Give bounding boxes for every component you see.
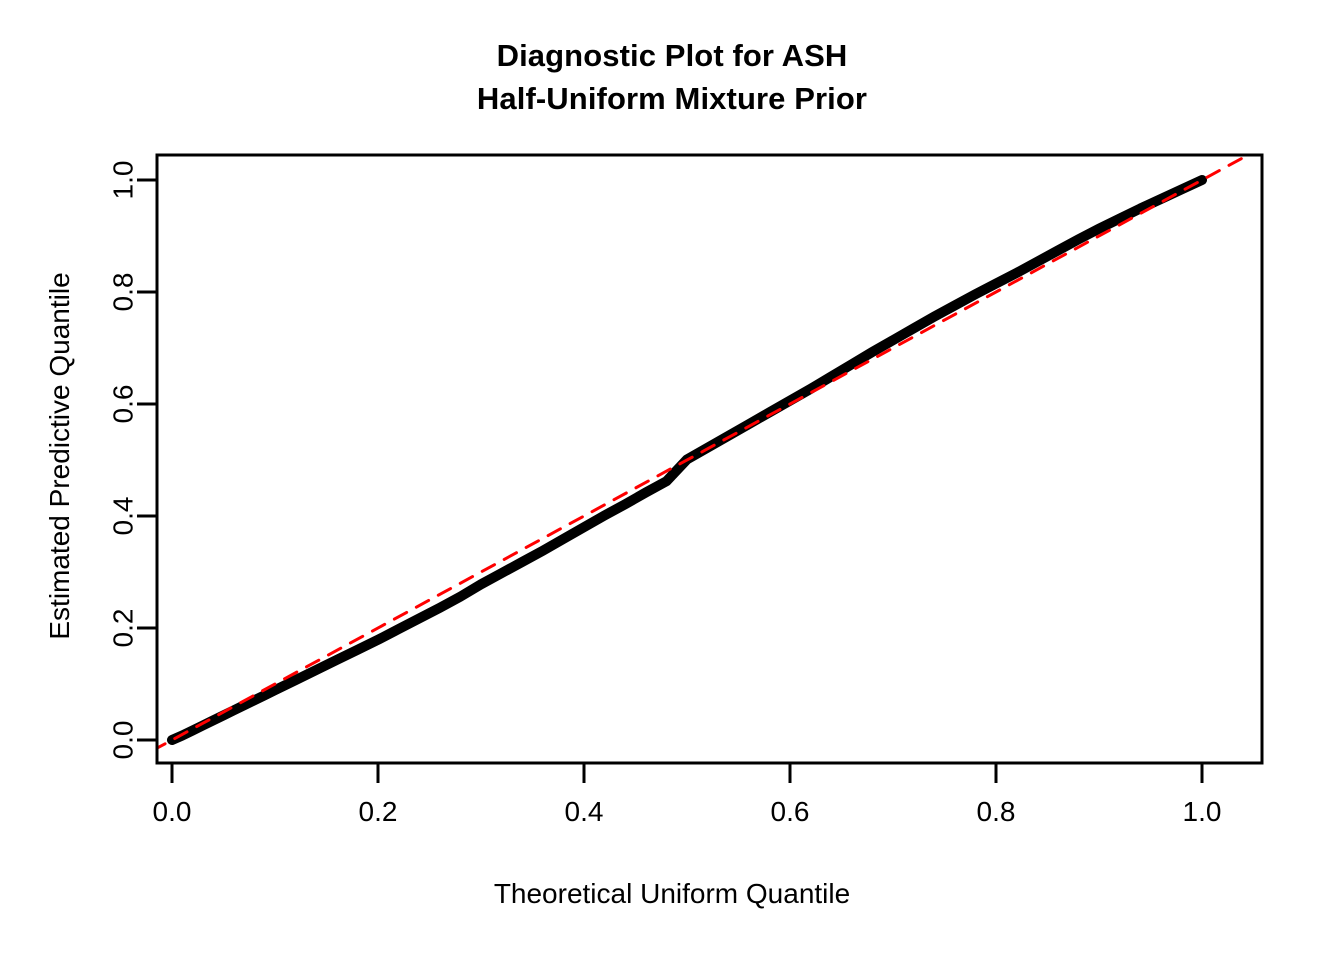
data-band (167, 175, 1207, 745)
y-tick-label: 0.4 (108, 497, 139, 536)
chart-title-line-2: Half-Uniform Mixture Prior (476, 81, 868, 116)
data-series-group (158, 156, 1245, 750)
x-tick-label: 0.0 (153, 796, 192, 827)
reference-line (158, 156, 1245, 750)
y-tick-label: 0.8 (108, 273, 139, 312)
tick-labels-group: 0.0 0.2 0.4 0.6 0.8 1.0 0.0 0.2 0.4 0.6 0.8 1.0 (108, 161, 1222, 827)
x-tick-label: 0.8 (977, 796, 1016, 827)
x-tick-label: 0.2 (359, 796, 398, 827)
plot-box-group (155, 153, 1264, 765)
plot-frame (155, 153, 1264, 765)
y-tick-label: 1.0 (108, 161, 139, 200)
axis-ticks-group (137, 178, 1204, 783)
y-tick-label: 0.2 (108, 609, 139, 648)
x-tick-label: 0.4 (565, 796, 604, 827)
x-tick-label: 0.6 (771, 796, 810, 827)
y-tick-label: 0.6 (108, 385, 139, 424)
x-axis-label: Theoretical Uniform Quantile (493, 878, 851, 909)
chart-title-line-1: Diagnostic Plot for ASH (496, 38, 848, 73)
y-tick-label: 0.0 (108, 721, 139, 760)
x-tick-label: 1.0 (1183, 796, 1222, 827)
chart-title: Diagnostic Plot for ASH Half-Uniform Mix… (0, 34, 1344, 120)
